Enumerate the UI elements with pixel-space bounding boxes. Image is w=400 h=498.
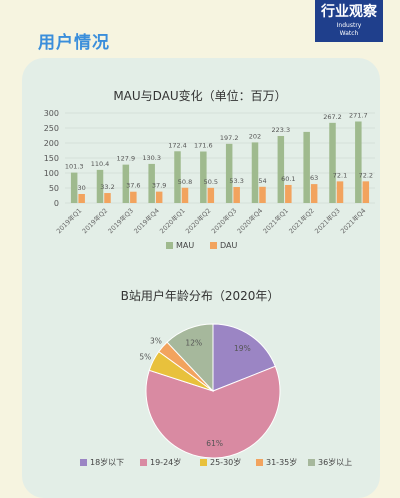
y-tick-label: 50 [49, 184, 59, 193]
dau-value-label: 72.1 [333, 171, 347, 179]
pie-slice [166, 323, 214, 393]
mau-value-label: 267.2 [323, 113, 342, 121]
pie-legend-label: 31-35岁 [266, 457, 297, 467]
dau-value-label: 53.3 [229, 177, 243, 185]
dau-value-label: 50.5 [204, 178, 218, 186]
mau-bar [355, 121, 362, 203]
charts-canvas: MAU与DAU变化（单位：百万） 0 50 100 150 200 250 300 101.3… [44, 88, 375, 467]
mau-value-label: 172.4 [168, 141, 187, 149]
mau-bar [148, 163, 155, 203]
pie-legend-label: 18岁以下 [90, 457, 124, 467]
dau-value-label: 72.2 [359, 171, 373, 179]
mau-value-label: 197.2 [220, 134, 239, 142]
x-tick-label: 2020年Q4 [235, 206, 264, 235]
mau-bar [251, 142, 259, 203]
mau-value-label: 171.6 [194, 142, 213, 150]
dau-bar [207, 187, 215, 203]
dau-value-label: 63 [310, 174, 318, 182]
x-tick-label: 2021年Q4 [338, 206, 367, 235]
dau-bar [233, 187, 240, 203]
mau-value-label: 127.9 [117, 155, 136, 163]
dau-value-label: 33.2 [100, 183, 114, 191]
x-tick-label: 2021年Q2 [287, 206, 316, 235]
mau-bar [329, 122, 336, 203]
pie-legend-label: 25-30岁 [210, 457, 241, 467]
brand-name: 行业观察 [321, 4, 377, 20]
pie-legend-swatch [256, 459, 263, 466]
y-tick-label: 250 [44, 124, 59, 133]
x-tick-label: 2021年Q3 [312, 206, 341, 235]
legend-dau-label: DAU [220, 241, 237, 250]
legend-mau-swatch [166, 242, 173, 249]
mau-value-label: 101.3 [65, 163, 84, 171]
dau-bar [310, 184, 318, 203]
mau-bar [277, 136, 285, 203]
pie-chart-title: B站用户年龄分布（2020年） [121, 288, 280, 303]
mau-value-label: 271.7 [349, 111, 368, 119]
pie-legend-label: 19-24岁 [150, 457, 181, 467]
y-tick-label: 0 [54, 199, 59, 208]
brand-subtitle-1: Industry [336, 22, 362, 29]
mau-bar [96, 169, 104, 203]
dau-bar [78, 194, 85, 203]
x-tick-label: 2019年Q4 [132, 206, 161, 235]
brand-logo: 行业观察 Industry Watch [315, 0, 383, 42]
dau-bar [336, 181, 344, 203]
pie-slice [145, 365, 281, 459]
mau-value-label: 110.4 [91, 160, 110, 168]
dau-bar [181, 187, 189, 203]
dau-bar [130, 191, 137, 203]
legend-mau-label: MAU [176, 241, 194, 250]
mau-value-label: 223.3 [272, 126, 291, 134]
x-tick-label: 2019年Q1 [54, 206, 83, 235]
x-tick-label: 2020年Q2 [183, 206, 212, 235]
y-tick-label: 300 [44, 109, 59, 118]
y-tick-label: 100 [44, 169, 59, 178]
x-tick-label: 2021年Q1 [261, 206, 290, 235]
x-tick-label: 2019年Q2 [80, 206, 109, 235]
legend-dau-swatch [210, 242, 217, 249]
mau-bar [174, 151, 181, 203]
dau-value-label: 37.6 [126, 182, 140, 190]
mau-bar [200, 151, 207, 203]
pie-slice [212, 323, 276, 392]
mau-bar [225, 143, 233, 203]
pie-legend-swatch [308, 459, 315, 466]
dau-value-label: 30 [78, 184, 86, 192]
brand-subtitle-2: Watch [339, 30, 359, 37]
mau-value-label: 202 [249, 132, 261, 140]
dau-bar [155, 191, 163, 203]
pie-legend-swatch [140, 459, 147, 466]
y-tick-label: 200 [44, 139, 59, 148]
mau-bar [122, 164, 130, 203]
dau-bar [259, 186, 266, 203]
section-title: 用户情况 [38, 33, 110, 53]
x-tick-label: 2020年Q3 [209, 206, 238, 235]
dau-bar [285, 184, 292, 203]
pie-value-label: 19% [234, 344, 251, 353]
bar-chart-title: MAU与DAU变化（单位：百万） [113, 88, 286, 103]
dau-bar [104, 193, 111, 203]
pie-value-label: 61% [206, 439, 223, 448]
mau-bar [70, 172, 78, 203]
pie-value-label: 3% [150, 337, 162, 346]
pie-legend-swatch [80, 459, 87, 466]
dau-value-label: 60.1 [281, 175, 295, 183]
pie-value-label: 12% [185, 338, 202, 347]
x-tick-label: 2019年Q3 [106, 206, 135, 235]
pie-legend-label: 36岁以上 [318, 457, 352, 467]
mau-bar [303, 131, 310, 203]
pie-legend-swatch [200, 459, 207, 466]
dau-value-label: 54 [258, 177, 266, 185]
pie-value-label: 5% [139, 352, 151, 361]
dau-value-label: 37.9 [152, 182, 166, 190]
y-tick-label: 150 [44, 154, 59, 163]
mau-value-label: 130.3 [142, 154, 161, 162]
dau-value-label: 50.8 [178, 178, 192, 186]
dau-bar [362, 181, 370, 203]
x-tick-label: 2020年Q1 [157, 206, 186, 235]
